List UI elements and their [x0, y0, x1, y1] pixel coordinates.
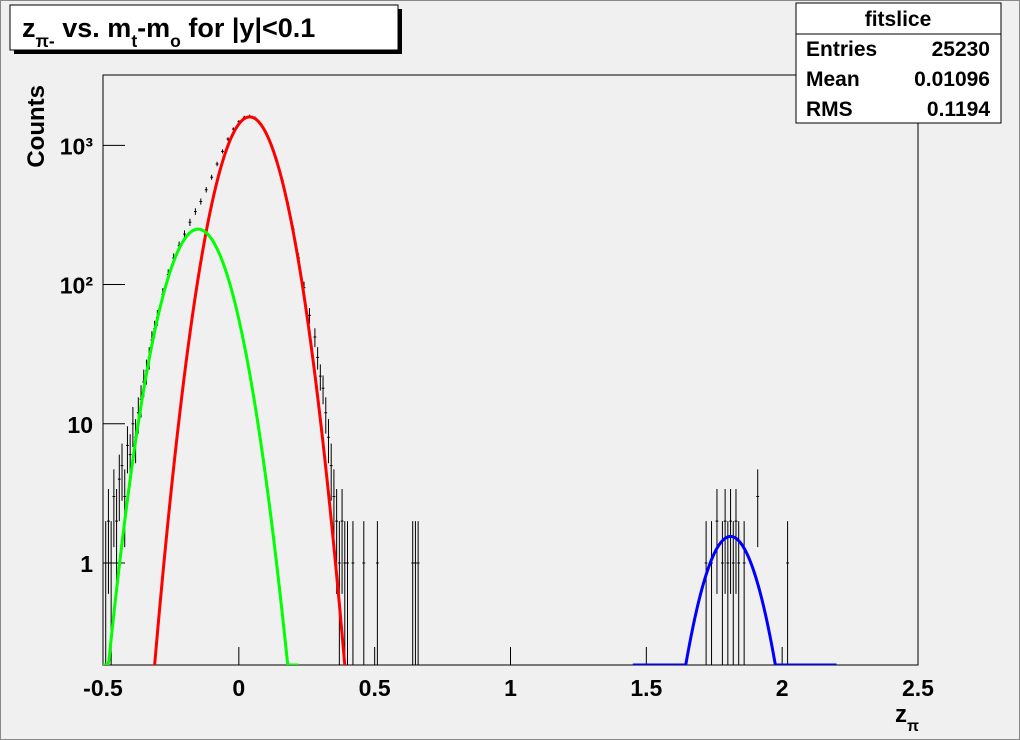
x-tick-label: 0 [232, 675, 245, 701]
data-point [351, 521, 355, 665]
data-point [414, 521, 417, 665]
frame [102, 74, 919, 666]
stats-value: 0.01096 [914, 68, 990, 91]
data-point [375, 521, 379, 665]
text-part: -m [137, 13, 170, 43]
y-tick-label: 1 [80, 551, 93, 577]
subscript: t [131, 31, 137, 51]
y-tick-label: 10³ [60, 133, 94, 159]
data-point [721, 521, 724, 665]
data-point [221, 149, 224, 154]
data-point [343, 521, 347, 665]
y-axis-label: Counts [23, 85, 50, 168]
data-point [704, 521, 708, 665]
y-tick-label: 10 [67, 412, 93, 438]
data-point [726, 521, 730, 665]
x-tick-label: 2.5 [902, 675, 934, 701]
x-tick-label: 1.5 [630, 675, 662, 701]
data-point [313, 328, 317, 348]
x-tick-label: 1 [504, 675, 517, 701]
plot-area [103, 114, 837, 665]
stats-label: Mean [806, 68, 860, 91]
x-tick-label: 0.5 [359, 675, 391, 701]
text-part: z [895, 701, 907, 728]
data-point [731, 521, 735, 665]
data-point [411, 521, 415, 665]
x-axis-label: zπ [895, 701, 919, 735]
stats-label: RMS [806, 98, 853, 121]
data-point [742, 521, 746, 665]
text-part: z [22, 13, 36, 43]
x-tick-label: -0.5 [83, 675, 123, 701]
stats-title: fitslice [865, 8, 932, 31]
data-point [126, 426, 129, 474]
data-point [715, 488, 719, 594]
data-point [226, 137, 230, 141]
data-point [346, 521, 349, 665]
chart-title: zπ- vs. mt-mo for |y|<0.1 [22, 13, 315, 51]
data-point [210, 174, 214, 180]
fit-curve [153, 115, 347, 665]
data-point [193, 208, 197, 215]
data-point [329, 443, 333, 501]
text-part: vs. m [55, 13, 132, 43]
stats-value: 25230 [932, 38, 990, 61]
title-box [9, 4, 399, 51]
data-point [756, 469, 760, 548]
data-point [324, 397, 328, 434]
data-point [308, 308, 311, 324]
data-point [112, 469, 116, 548]
data-point [215, 161, 219, 167]
stats-box [795, 2, 1002, 124]
y-tick-label: 10² [60, 273, 94, 299]
data-point [204, 187, 208, 193]
data-point [131, 406, 135, 448]
fit-curve [103, 227, 299, 665]
data-point [729, 488, 732, 594]
data-point [723, 488, 727, 594]
data-point [737, 521, 741, 665]
subscript: π- [36, 31, 55, 51]
fit-curve [632, 534, 837, 665]
text-part: for |y|<0.1 [181, 13, 315, 43]
data-point [199, 198, 203, 205]
data-point [120, 443, 124, 501]
data-point [107, 488, 110, 594]
stats-label: Entries [806, 38, 877, 61]
data-point [362, 521, 366, 665]
subscript: π [907, 718, 919, 735]
data-point [327, 419, 330, 464]
data-point [416, 521, 420, 665]
data-point [318, 364, 322, 391]
x-tick-label: 2 [776, 675, 789, 701]
data-point [123, 469, 127, 548]
subscript: o [170, 31, 181, 51]
data-point [117, 454, 121, 522]
data-point [734, 488, 738, 594]
data-point [188, 218, 192, 227]
data-point [340, 488, 344, 594]
stats-value: 0.1194 [927, 98, 990, 121]
data-point [786, 521, 789, 665]
data-point [104, 521, 108, 665]
data-point [316, 347, 320, 370]
data-point [321, 375, 325, 405]
